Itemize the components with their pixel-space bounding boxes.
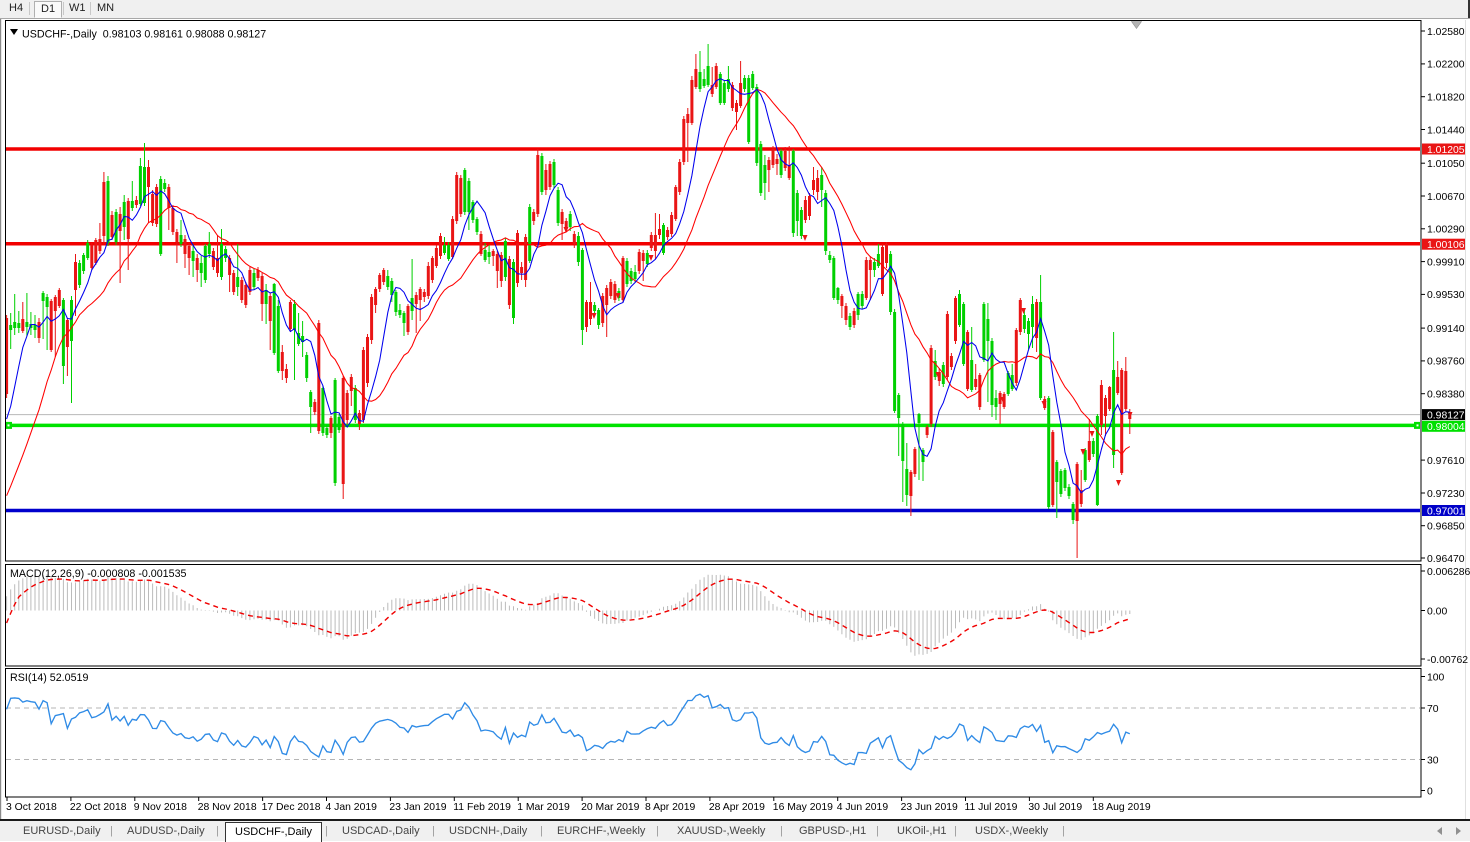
svg-text:9 Nov 2018: 9 Nov 2018 bbox=[134, 802, 187, 813]
svg-text:28 Nov 2018: 28 Nov 2018 bbox=[198, 802, 257, 813]
svg-text:100: 100 bbox=[1427, 672, 1445, 683]
svg-text:4 Jan 2019: 4 Jan 2019 bbox=[326, 802, 378, 813]
svg-text:1.00106: 1.00106 bbox=[1427, 240, 1465, 251]
svg-text:70: 70 bbox=[1427, 704, 1439, 715]
svg-text:0: 0 bbox=[1427, 786, 1433, 797]
svg-text:0.97230: 0.97230 bbox=[1427, 489, 1465, 500]
svg-text:1 Mar 2019: 1 Mar 2019 bbox=[517, 802, 570, 813]
svg-text:0.99140: 0.99140 bbox=[1427, 324, 1465, 335]
svg-text:0.98004: 0.98004 bbox=[1427, 422, 1465, 433]
svg-text:1.01820: 1.01820 bbox=[1427, 93, 1465, 104]
svg-text:28 Apr 2019: 28 Apr 2019 bbox=[709, 802, 765, 813]
svg-text:20 Mar 2019: 20 Mar 2019 bbox=[581, 802, 640, 813]
svg-text:USDCHF-,Daily 0.98103 0.98161: USDCHF-,Daily 0.98103 0.98161 0.98088 0.… bbox=[22, 29, 266, 41]
svg-text:0.96470: 0.96470 bbox=[1427, 554, 1465, 565]
svg-text:RSI(14) 52.0519: RSI(14) 52.0519 bbox=[10, 672, 88, 684]
svg-text:1.00670: 1.00670 bbox=[1427, 192, 1465, 203]
svg-text:18 Aug 2019: 18 Aug 2019 bbox=[1092, 802, 1151, 813]
svg-text:0.96850: 0.96850 bbox=[1427, 522, 1465, 533]
svg-text:0.97001: 0.97001 bbox=[1427, 506, 1465, 517]
svg-text:17 Dec 2018: 17 Dec 2018 bbox=[262, 802, 321, 813]
svg-text:30: 30 bbox=[1427, 755, 1439, 766]
svg-text:1.01050: 1.01050 bbox=[1427, 159, 1465, 170]
svg-text:0.00: 0.00 bbox=[1427, 606, 1447, 617]
svg-text:11 Feb 2019: 11 Feb 2019 bbox=[453, 802, 511, 813]
svg-text:11 Jul 2019: 11 Jul 2019 bbox=[965, 802, 1018, 813]
svg-text:23 Jan 2019: 23 Jan 2019 bbox=[389, 802, 446, 813]
svg-text:0.99530: 0.99530 bbox=[1427, 290, 1465, 301]
svg-text:8 Apr 2019: 8 Apr 2019 bbox=[645, 802, 695, 813]
svg-text:0.006286: 0.006286 bbox=[1427, 567, 1470, 578]
svg-text:0.99910: 0.99910 bbox=[1427, 257, 1465, 268]
svg-text:22 Oct 2018: 22 Oct 2018 bbox=[70, 802, 127, 813]
svg-text:0.98760: 0.98760 bbox=[1427, 357, 1465, 368]
svg-text:1.02200: 1.02200 bbox=[1427, 60, 1465, 71]
svg-text:-0.00762: -0.00762 bbox=[1427, 655, 1468, 666]
svg-text:0.98380: 0.98380 bbox=[1427, 390, 1465, 401]
svg-text:1.02580: 1.02580 bbox=[1427, 27, 1465, 38]
svg-text:3 Oct 2018: 3 Oct 2018 bbox=[6, 802, 57, 813]
svg-text:23 Jun 2019: 23 Jun 2019 bbox=[901, 802, 958, 813]
svg-text:30 Jul 2019: 30 Jul 2019 bbox=[1028, 802, 1082, 813]
svg-text:1.01205: 1.01205 bbox=[1427, 145, 1465, 156]
svg-text:4 Jun 2019: 4 Jun 2019 bbox=[837, 802, 889, 813]
svg-text:0.98127: 0.98127 bbox=[1427, 410, 1465, 421]
svg-text:0.97610: 0.97610 bbox=[1427, 456, 1465, 467]
svg-text:1.00290: 1.00290 bbox=[1427, 225, 1465, 236]
svg-text:MACD(12,26,9) -0.000808 -0.001: MACD(12,26,9) -0.000808 -0.001535 bbox=[10, 568, 187, 580]
svg-text:1.01440: 1.01440 bbox=[1427, 125, 1465, 136]
svg-text:16 May 2019: 16 May 2019 bbox=[773, 802, 833, 813]
